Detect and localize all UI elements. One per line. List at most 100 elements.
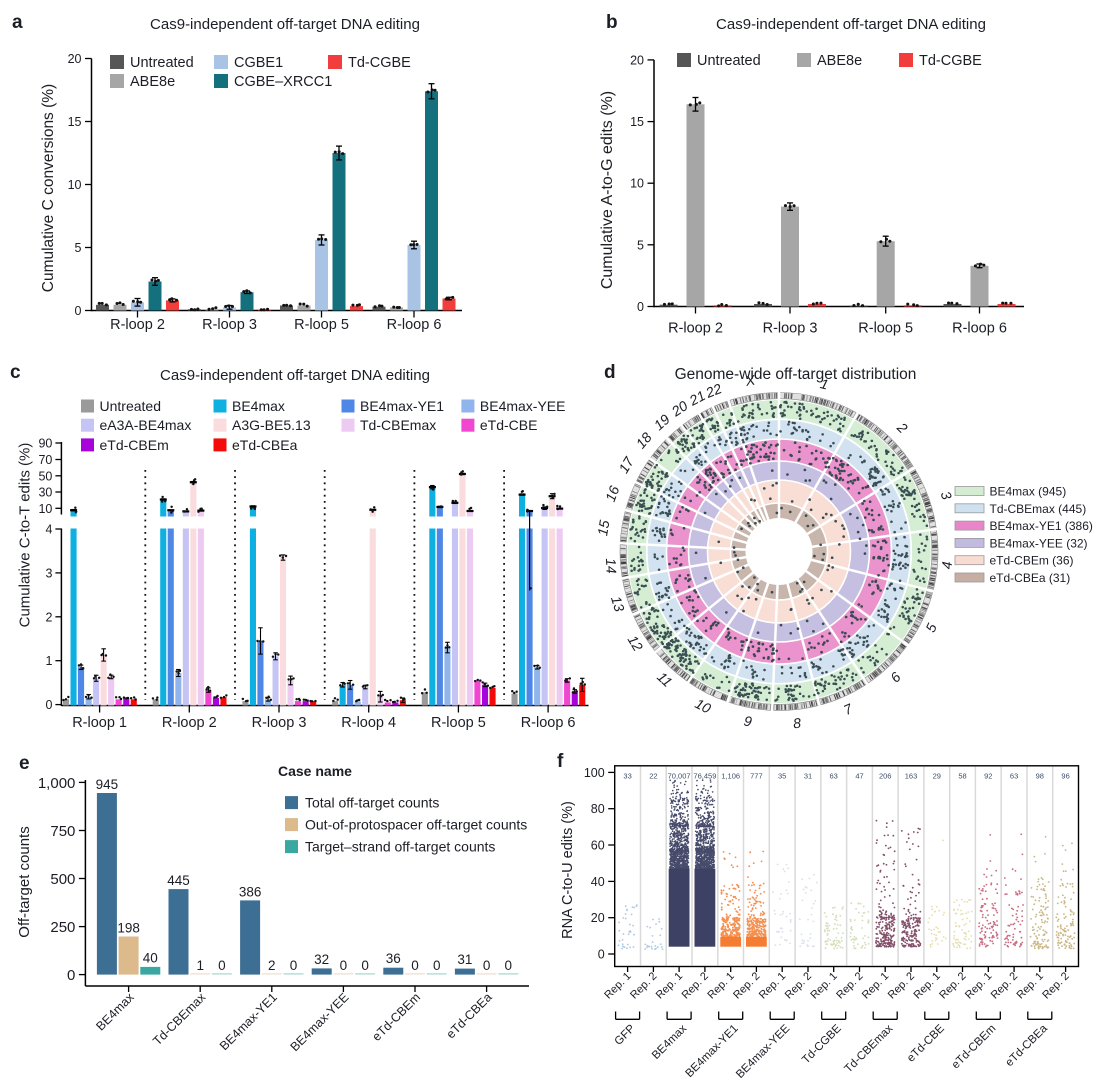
svg-text:0: 0: [483, 958, 491, 973]
svg-text:eA3A-BE4max: eA3A-BE4max: [100, 417, 192, 433]
svg-text:22: 22: [649, 772, 657, 781]
svg-text:Td-CBEmax: Td-CBEmax: [360, 417, 436, 433]
svg-text:Untreated: Untreated: [100, 398, 161, 414]
svg-text:0: 0: [598, 948, 605, 962]
svg-text:40: 40: [143, 950, 158, 965]
svg-text:b: b: [606, 12, 618, 33]
svg-text:20: 20: [68, 52, 82, 66]
svg-text:eTd-CBEa (31): eTd-CBEa (31): [990, 571, 1071, 585]
svg-text:eTd-CBEm (36): eTd-CBEm (36): [990, 554, 1074, 568]
svg-text:1,000: 1,000: [38, 775, 76, 792]
svg-text:A3G-BE5.13: A3G-BE5.13: [232, 417, 311, 433]
svg-text:R-loop 3: R-loop 3: [252, 715, 307, 731]
svg-text:Untreated: Untreated: [697, 53, 761, 69]
svg-text:5: 5: [75, 241, 82, 255]
svg-text:Off-target counts: Off-target counts: [16, 826, 33, 937]
svg-text:16: 16: [602, 483, 623, 503]
svg-text:R-loop 3: R-loop 3: [202, 317, 257, 333]
svg-text:Cas9-independent off-target DN: Cas9-independent off-target DNA editing: [160, 367, 430, 384]
svg-text:Td-CGBE: Td-CGBE: [919, 53, 982, 69]
svg-text:0: 0: [218, 958, 226, 973]
svg-text:386: 386: [239, 884, 262, 899]
svg-text:0: 0: [411, 958, 419, 973]
svg-text:4: 4: [45, 523, 52, 537]
svg-text:92: 92: [984, 772, 992, 781]
svg-text:eTd-CBEa: eTd-CBEa: [232, 437, 298, 453]
svg-text:R-loop 6: R-loop 6: [952, 321, 1007, 337]
svg-text:10: 10: [692, 695, 713, 716]
svg-text:750: 750: [50, 823, 75, 840]
svg-text:R-loop 2: R-loop 2: [110, 317, 165, 333]
svg-text:9: 9: [743, 713, 754, 730]
svg-text:14: 14: [603, 558, 620, 575]
svg-text:0: 0: [361, 958, 369, 973]
svg-text:ABE8e: ABE8e: [817, 53, 862, 69]
svg-text:BE4max-YE1: BE4max-YE1: [360, 398, 444, 414]
svg-text:12: 12: [624, 632, 646, 654]
svg-text:96: 96: [1061, 772, 1069, 781]
svg-text:10: 10: [630, 177, 644, 191]
svg-text:Td-CGBE: Td-CGBE: [348, 55, 411, 71]
svg-text:Total off-target counts: Total off-target counts: [305, 795, 439, 811]
svg-text:30: 30: [38, 486, 52, 500]
svg-text:R-loop 6: R-loop 6: [521, 715, 576, 731]
svg-text:445: 445: [167, 873, 190, 888]
svg-text:eTd-CBEm: eTd-CBEm: [100, 437, 169, 453]
svg-text:R-loop 5: R-loop 5: [858, 321, 913, 337]
svg-text:0: 0: [433, 958, 441, 973]
svg-text:0: 0: [45, 698, 52, 712]
svg-text:20: 20: [591, 911, 605, 925]
svg-text:47: 47: [855, 772, 863, 781]
svg-text:BE4max-YE1 (386): BE4max-YE1 (386): [990, 519, 1093, 533]
svg-text:20: 20: [668, 397, 691, 420]
svg-text:1: 1: [196, 958, 204, 973]
svg-text:1: 1: [819, 375, 831, 392]
svg-text:Untreated: Untreated: [130, 55, 194, 71]
svg-text:0: 0: [340, 958, 348, 973]
svg-text:29: 29: [933, 772, 941, 781]
svg-text:21: 21: [686, 387, 708, 409]
svg-text:1: 1: [45, 654, 52, 668]
svg-text:BE4max: BE4max: [232, 398, 285, 414]
svg-text:4: 4: [939, 561, 955, 570]
svg-text:8: 8: [792, 715, 802, 732]
svg-text:Cas9-independent off-target DN: Cas9-independent off-target DNA editing: [150, 16, 420, 33]
svg-text:CGBE–XRCC1: CGBE–XRCC1: [234, 74, 332, 90]
svg-text:15: 15: [68, 115, 82, 129]
svg-text:c: c: [10, 362, 21, 383]
svg-text:d: d: [604, 362, 616, 383]
svg-text:Out-of-protospacer off-target: Out-of-protospacer off-target counts: [305, 817, 527, 833]
svg-text:20: 20: [630, 53, 644, 67]
svg-text:R-loop 6: R-loop 6: [387, 317, 442, 333]
svg-text:198: 198: [117, 921, 140, 936]
svg-text:Cumulative A-to-G edits (%): Cumulative A-to-G edits (%): [599, 91, 616, 289]
svg-text:Td-CBEmax (445): Td-CBEmax (445): [990, 502, 1087, 516]
svg-text:32: 32: [314, 952, 329, 967]
svg-text:63: 63: [830, 772, 838, 781]
svg-text:76,459: 76,459: [693, 772, 716, 781]
svg-text:R-loop 5: R-loop 5: [294, 317, 349, 333]
svg-text:R-loop 3: R-loop 3: [763, 321, 818, 337]
svg-text:Cas9-independent off-target DN: Cas9-independent off-target DNA editing: [716, 16, 986, 33]
svg-text:945: 945: [96, 777, 119, 792]
svg-text:10: 10: [68, 178, 82, 192]
svg-text:500: 500: [50, 871, 75, 888]
svg-text:Target–strand off-target count: Target–strand off-target counts: [305, 839, 495, 855]
svg-text:63: 63: [1010, 772, 1018, 781]
svg-text:15: 15: [630, 115, 644, 129]
svg-text:31: 31: [804, 772, 812, 781]
svg-text:31: 31: [457, 952, 472, 967]
svg-text:60: 60: [591, 839, 605, 853]
svg-text:40: 40: [591, 875, 605, 889]
svg-text:3: 3: [45, 566, 52, 580]
svg-text:58: 58: [958, 772, 966, 781]
svg-text:10: 10: [38, 502, 52, 516]
svg-text:0: 0: [637, 300, 644, 314]
svg-text:eTd-CBE: eTd-CBE: [480, 417, 538, 433]
svg-text:R-loop 4: R-loop 4: [341, 715, 396, 731]
svg-text:0: 0: [67, 967, 75, 984]
svg-text:1,106: 1,106: [721, 772, 740, 781]
svg-text:0: 0: [505, 958, 513, 973]
svg-text:ABE8e: ABE8e: [130, 74, 175, 90]
svg-text:R-loop 2: R-loop 2: [668, 321, 723, 337]
